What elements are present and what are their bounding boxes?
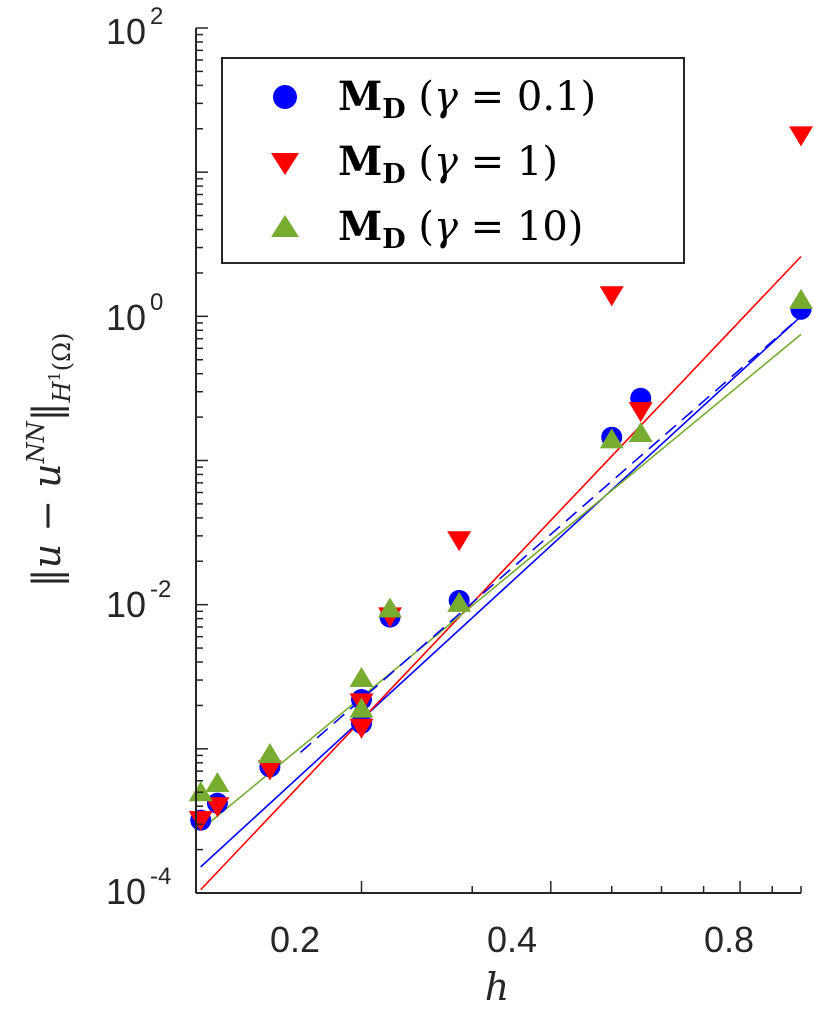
ytick-exp-1e2: 2 (150, 3, 163, 30)
data-points (188, 126, 813, 832)
legend-rest: = 1) (458, 139, 558, 185)
legend-main: M (338, 73, 382, 120)
ytick-label-1e-4: 10 (106, 871, 146, 912)
ytick-exp-1e0: 0 (150, 289, 163, 316)
legend-main: M (338, 138, 382, 185)
legend-sub: D (382, 94, 405, 125)
svg-text:‖u − uNN‖H1(Ω): ‖u − uNN‖H1(Ω) (22, 333, 76, 588)
data-point-series-2-9 (789, 288, 813, 309)
data-point-series-2-6 (447, 591, 472, 612)
ytick-label-1e2: 10 (106, 11, 146, 52)
data-point-series-1-9 (789, 126, 813, 147)
legend-gamma: γ (434, 139, 458, 185)
data-point-series-1-6 (447, 531, 472, 552)
legend-label-gamma-10: MD (γ = 10) (338, 203, 583, 255)
legend-rest: = 10) (458, 204, 583, 250)
legend-open: ( (406, 74, 434, 120)
x-axis-label: h (485, 965, 509, 1009)
y-axis-label: ‖u − uNN‖H1(Ω) (22, 333, 76, 588)
ticks (196, 27, 802, 894)
data-point-series-2-7 (599, 428, 624, 449)
ylabel-sub-tail: (Ω) (48, 333, 76, 372)
legend-box (221, 57, 685, 264)
legend-entry-gamma-0.1: MD (γ = 0.1) (273, 73, 596, 125)
data-point-series-1-2 (257, 760, 282, 781)
legend-marker-circle (273, 85, 297, 109)
legend-sub: D (382, 159, 405, 190)
legend-main: M (338, 203, 382, 250)
legend-marker-triangle-down (271, 153, 299, 175)
legend-entry-gamma-1: MD (γ = 1) (271, 138, 558, 190)
reference-dashed-line (300, 315, 802, 753)
data-point-series-1-1 (205, 797, 230, 818)
data-point-series-2-4 (349, 697, 374, 718)
ylabel-sup: NN (22, 420, 50, 464)
x-tick-labels: 0.2 0.4 0.8 (270, 919, 754, 960)
ylabel-u2: u (25, 463, 69, 487)
ylabel-sub: H (48, 380, 76, 403)
legend-rest: = 0.1) (458, 74, 596, 120)
ylabel-u: u (25, 544, 69, 568)
fit-line-series-2 (200, 333, 802, 831)
ytick-label-1e-2: 10 (106, 584, 146, 625)
ytick-exp-1e-2: -2 (150, 576, 171, 603)
data-point-series-1-8 (628, 402, 653, 423)
ylabel-minus: − (25, 488, 69, 544)
ylabel-norm-left: ‖ (25, 568, 69, 587)
data-point-series-2-5 (377, 597, 402, 618)
y-tick-labels: 10 -4 10 -2 10 0 10 2 (106, 3, 171, 912)
data-point-series-2-8 (628, 422, 653, 443)
legend-label-gamma-0.1: MD (γ = 0.1) (338, 73, 596, 125)
legend-sub: D (382, 224, 405, 255)
fit-line-series-1 (200, 255, 802, 891)
legend-open: ( (406, 139, 434, 185)
legend-label-gamma-1: MD (γ = 1) (338, 138, 558, 190)
xtick-label-0.8: 0.8 (704, 919, 754, 960)
ytick-label-1e0: 10 (106, 297, 146, 338)
data-point-series-2-2 (257, 743, 282, 764)
fit-line-series-0 (200, 315, 802, 868)
legend-gamma: γ (434, 74, 458, 120)
data-point-series-1-7 (599, 286, 624, 307)
xtick-label-0.2: 0.2 (270, 919, 320, 960)
data-point-series-1-4 (349, 718, 374, 739)
legend-open: ( (406, 204, 434, 250)
legend: MD (γ = 0.1) MD (γ = 1) MD (γ = 10) (221, 57, 685, 264)
fit-lines (200, 255, 802, 891)
ylabel-sub-sup: 1 (45, 371, 64, 381)
data-point-series-2-1 (205, 771, 230, 792)
data-point-series-2-0 (188, 781, 213, 802)
data-point-series-2-3 (349, 666, 374, 687)
legend-gamma: γ (434, 204, 458, 250)
ytick-exp-1e-4: -4 (150, 863, 171, 890)
xtick-label-0.4: 0.4 (487, 919, 537, 960)
legend-entry-gamma-10: MD (γ = 10) (271, 203, 583, 255)
ylabel-norm-right: ‖ (25, 402, 69, 421)
data-point-series-1-0 (188, 811, 213, 832)
legend-marker-triangle-up (271, 215, 299, 237)
